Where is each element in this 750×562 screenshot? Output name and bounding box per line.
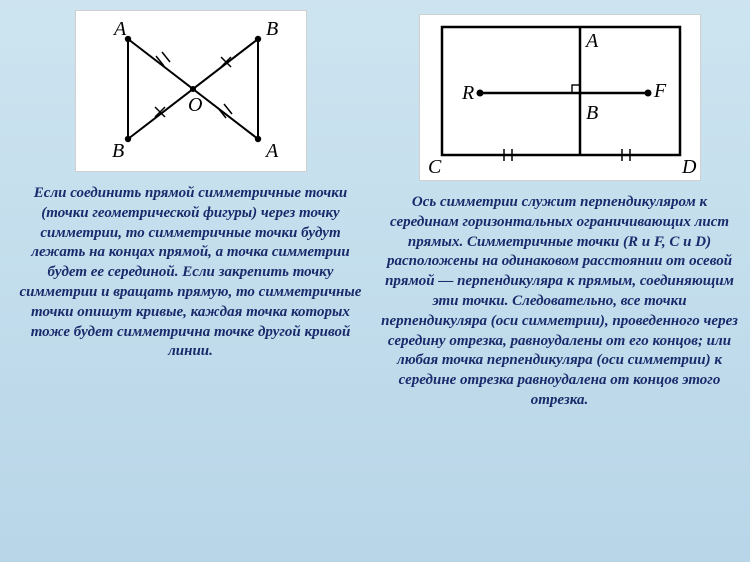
label-A: A — [584, 30, 599, 52]
label-B-bot: B — [112, 140, 124, 162]
label-C: C — [428, 156, 442, 178]
label-R: R — [461, 82, 474, 104]
axis-symmetry-diagram: A R F B C D — [420, 15, 700, 180]
left-figure: A B B A O — [75, 10, 307, 172]
label-B: B — [586, 102, 598, 124]
label-A-bot: A — [264, 140, 279, 162]
label-B-top: B — [266, 18, 278, 40]
bowtie-diagram: A B B A O — [76, 11, 306, 171]
label-D: D — [681, 156, 697, 178]
left-column: A B B A O Если соединить прямой симметри… — [8, 10, 373, 554]
label-A-top: A — [112, 18, 127, 40]
label-F: F — [653, 80, 667, 102]
left-caption: Если соединить прямой симметричные точки… — [8, 184, 373, 362]
right-caption: Ось симметрии служит перпендикуляром к с… — [377, 193, 742, 411]
slide-columns: A B B A O Если соединить прямой симметри… — [0, 0, 750, 562]
right-column: A R F B C D Ось симметрии служит перпенд… — [377, 10, 742, 554]
label-O: O — [188, 94, 202, 116]
right-figure: A R F B C D — [419, 14, 701, 181]
